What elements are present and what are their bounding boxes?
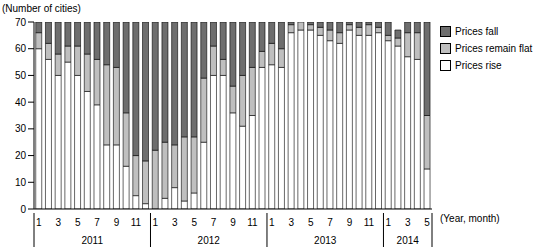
svg-text:30: 30 [15,123,27,134]
svg-text:1: 1 [269,217,275,228]
svg-text:3: 3 [288,217,294,228]
html-text:Prices remain flat: Prices remain flat [455,43,533,54]
svg-text:0: 0 [20,204,26,215]
svg-text:5: 5 [75,217,81,228]
svg-text:9: 9 [114,217,120,228]
svg-text:11: 11 [247,217,258,228]
svg-text:7: 7 [211,217,217,228]
svg-text:5: 5 [308,217,314,228]
svg-text:5: 5 [424,217,430,228]
svg-text:7: 7 [327,217,333,228]
svg-text:70: 70 [15,17,27,28]
svg-text:60: 60 [15,43,27,54]
svg-text:2011: 2011 [81,235,103,246]
svg-text:2013: 2013 [314,235,337,246]
html-text:(Year, month): (Year, month) [440,213,500,224]
svg-text:40: 40 [15,97,27,108]
svg-text:5: 5 [191,217,197,228]
svg-text:20: 20 [15,150,27,161]
svg-text:10: 10 [15,177,27,188]
svg-text:2014: 2014 [397,235,420,246]
svg-text:7: 7 [94,217,100,228]
svg-text:1: 1 [36,217,42,228]
svg-text:9: 9 [347,217,353,228]
html-text:Prices rise: Prices rise [455,60,502,71]
svg-text:2012: 2012 [198,235,221,246]
svg-text:11: 11 [364,217,375,228]
html-text:Prices fall: Prices fall [455,26,499,37]
svg-text:11: 11 [131,217,142,228]
html-text:(Number of cities): (Number of cities) [2,3,81,14]
svg-text:1: 1 [386,217,392,228]
svg-text:3: 3 [172,217,178,228]
svg-text:3: 3 [405,217,411,228]
svg-text:1: 1 [153,217,159,228]
svg-text:3: 3 [55,217,61,228]
svg-text:50: 50 [15,70,27,81]
svg-text:9: 9 [230,217,236,228]
